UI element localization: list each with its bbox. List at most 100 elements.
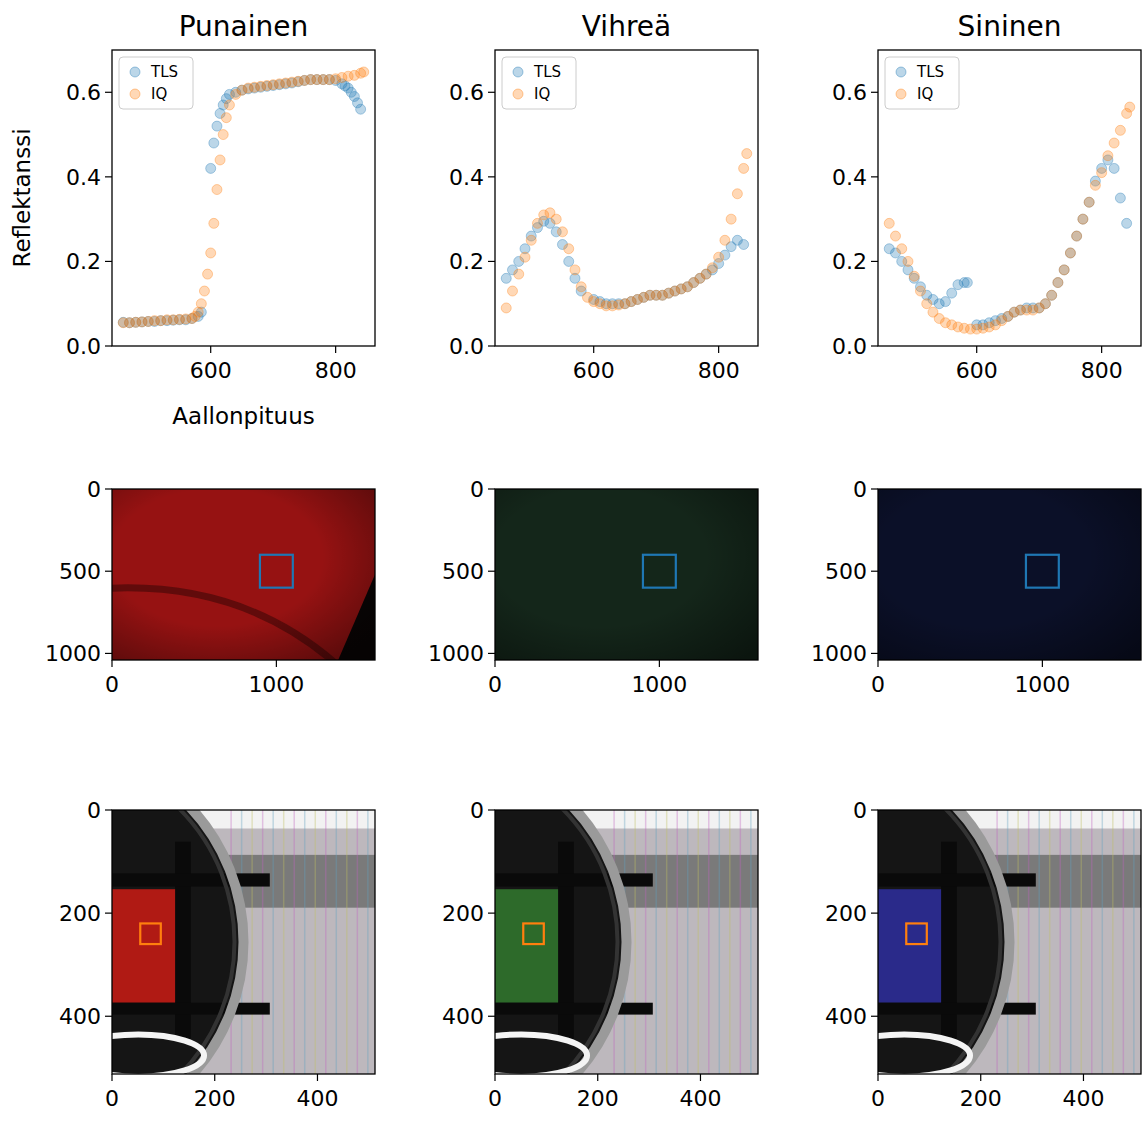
image-noise bbox=[1070, 810, 1072, 1074]
image-noise bbox=[1133, 810, 1135, 1074]
image-lens-rim bbox=[878, 810, 1001, 1074]
x-tick bbox=[317, 1074, 318, 1081]
data-point bbox=[1103, 151, 1113, 161]
image-noise bbox=[1091, 810, 1093, 1074]
image-noise bbox=[1081, 810, 1083, 1074]
data-point bbox=[726, 214, 736, 224]
plot-area bbox=[495, 489, 758, 660]
image-noise bbox=[1059, 810, 1061, 1074]
axes-frame bbox=[495, 489, 758, 660]
image-noise bbox=[719, 810, 721, 1074]
data-point bbox=[903, 256, 913, 266]
image-reflection bbox=[878, 1034, 970, 1074]
data-point bbox=[501, 273, 511, 283]
data-point bbox=[1125, 102, 1135, 112]
x-tick bbox=[335, 346, 336, 353]
image-bar bbox=[112, 873, 270, 886]
y-tick-label: 0.4 bbox=[449, 165, 484, 190]
panel: 02004000200400 bbox=[232, 745, 758, 1128]
data-point bbox=[1122, 218, 1132, 228]
y-tick-label: 1000 bbox=[428, 641, 484, 666]
roi-box bbox=[643, 555, 676, 588]
y-tick bbox=[105, 809, 112, 810]
x-tick-label: 800 bbox=[698, 358, 740, 383]
y-tick-label: 0.2 bbox=[449, 249, 484, 274]
image-noise bbox=[1038, 810, 1040, 1074]
image-lens bbox=[112, 810, 244, 1074]
y-tick bbox=[871, 653, 878, 654]
data-point bbox=[1115, 193, 1125, 203]
data-point bbox=[1090, 180, 1100, 190]
image-lens bbox=[878, 810, 1010, 1074]
data-point bbox=[1078, 214, 1088, 224]
y-tick bbox=[105, 653, 112, 654]
y-tick bbox=[871, 345, 878, 346]
data-point bbox=[1084, 197, 1094, 207]
data-point bbox=[1053, 278, 1063, 288]
panel: 6008000.00.20.40.6VihreäTLSIQ bbox=[449, 10, 758, 383]
x-tick bbox=[980, 1074, 981, 1081]
y-tick bbox=[871, 176, 878, 177]
axes-frame bbox=[495, 50, 758, 346]
x-tick-label: 0 bbox=[871, 672, 885, 697]
axes-frame bbox=[878, 810, 1141, 1074]
y-tick-label: 0.2 bbox=[832, 249, 867, 274]
legend-box bbox=[885, 57, 959, 109]
image-vignette bbox=[495, 489, 758, 660]
y-tick-label: 400 bbox=[442, 1004, 484, 1029]
y-tick bbox=[105, 176, 112, 177]
data-point bbox=[514, 269, 524, 279]
legend: TLSIQ bbox=[885, 57, 959, 109]
image-noise bbox=[750, 810, 752, 1074]
x-tick bbox=[494, 660, 495, 667]
x-tick bbox=[111, 1074, 112, 1081]
image-noise bbox=[1112, 810, 1114, 1074]
data-point bbox=[1047, 290, 1057, 300]
data-point bbox=[909, 271, 919, 281]
x-tick-label: 600 bbox=[956, 358, 998, 383]
image-noise bbox=[336, 810, 338, 1074]
image-lens-rim bbox=[878, 810, 1010, 1074]
data-point bbox=[356, 104, 366, 114]
y-tick-label: 0.4 bbox=[66, 165, 101, 190]
figure: 6008000.00.20.40.6PunainenAallonpituusRe… bbox=[0, 0, 1144, 1128]
data-point bbox=[212, 121, 222, 131]
data-point bbox=[1078, 214, 1088, 224]
data-point bbox=[915, 286, 925, 296]
data-point bbox=[962, 278, 972, 288]
image-noise bbox=[346, 810, 348, 1074]
x-tick bbox=[659, 660, 660, 667]
image-lens-rim bbox=[112, 810, 244, 1074]
x-tick-label: 0 bbox=[105, 672, 119, 697]
image-noise bbox=[251, 810, 253, 1074]
data-point bbox=[206, 163, 216, 173]
y-tick-label: 0.0 bbox=[66, 334, 101, 359]
data-point bbox=[557, 227, 567, 237]
image-lens-rim bbox=[495, 810, 627, 1074]
image-noise bbox=[325, 810, 327, 1074]
image-noise bbox=[740, 810, 742, 1074]
legend: TLSIQ bbox=[502, 57, 576, 109]
data-point bbox=[209, 218, 219, 228]
image-noise bbox=[272, 810, 274, 1074]
x-tick-label: 800 bbox=[315, 358, 357, 383]
image-noise bbox=[666, 810, 668, 1074]
x-tick-label: 0 bbox=[488, 1086, 502, 1111]
data-point bbox=[532, 218, 542, 228]
panel-title: Vihreä bbox=[582, 10, 671, 43]
x-tick-label: 0 bbox=[105, 1086, 119, 1111]
data-point bbox=[714, 252, 724, 262]
data-point bbox=[1040, 299, 1050, 309]
y-tick-label: 0.2 bbox=[66, 249, 101, 274]
panel: 0100005001000 bbox=[45, 477, 375, 697]
data-point bbox=[1109, 138, 1119, 148]
data-point bbox=[196, 299, 206, 309]
data-point bbox=[224, 100, 234, 110]
x-tick bbox=[597, 1074, 598, 1081]
data-point bbox=[551, 214, 561, 224]
image-vignette bbox=[878, 489, 1141, 660]
panel: 6008000.00.20.40.6PunainenAallonpituusRe… bbox=[9, 10, 375, 429]
data-point bbox=[1072, 231, 1082, 241]
x-tick bbox=[1083, 1074, 1084, 1081]
image-bar bbox=[495, 1003, 653, 1015]
